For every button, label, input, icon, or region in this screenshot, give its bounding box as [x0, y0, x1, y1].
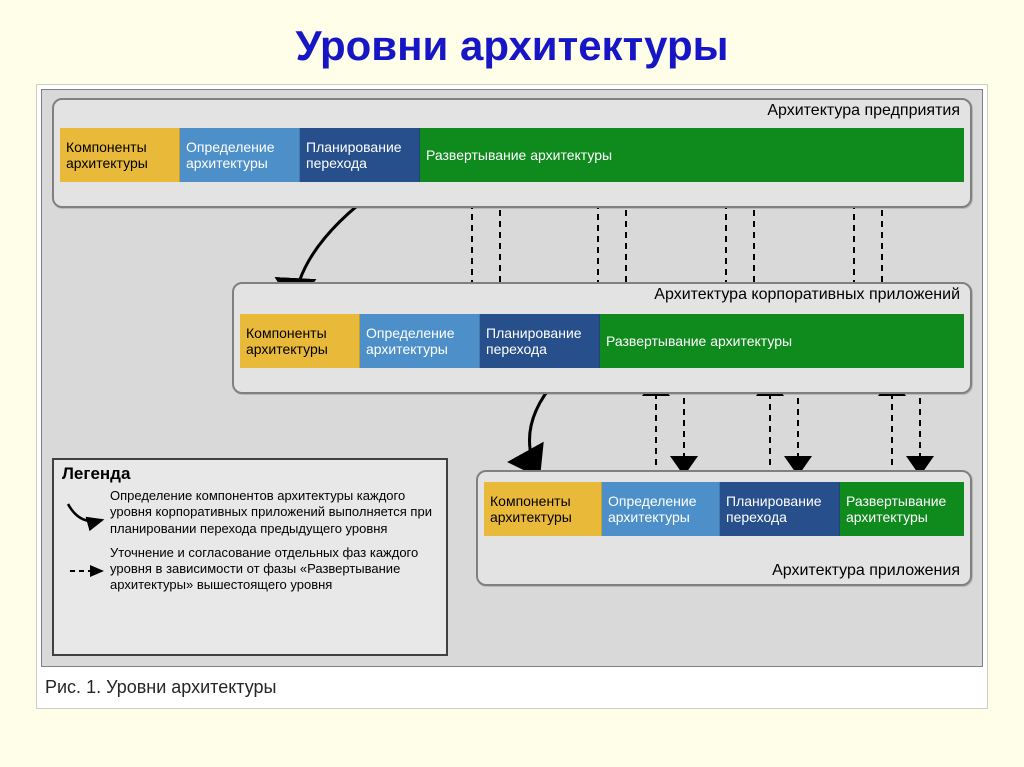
segment-plan: Планирование перехода	[480, 314, 600, 368]
segment-def: Определение архитектуры	[602, 482, 720, 536]
level-label-l1: Архитектура предприятия	[767, 102, 960, 120]
legend-text: Определение компонентов архитектуры кажд…	[110, 488, 438, 537]
segment-def: Определение архитектуры	[360, 314, 480, 368]
segment-plan: Планирование перехода	[720, 482, 840, 536]
figure-caption: Рис. 1. Уровни архитектуры	[41, 667, 983, 704]
level-label-l2: Архитектура корпоративных приложений	[654, 286, 960, 304]
segment-comp: Компоненты архитектуры	[60, 128, 180, 182]
legend-text: Уточнение и согласование отдельных фаз к…	[110, 545, 438, 594]
legend-row: Уточнение и согласование отдельных фаз к…	[54, 543, 446, 600]
solid-curve-icon	[60, 488, 110, 532]
figure-canvas: Архитектура предприятия Компоненты архите…	[41, 89, 983, 667]
segment-deploy: Развертывание архитектуры	[420, 128, 964, 182]
segment-plan: Планирование перехода	[300, 128, 420, 182]
figure-frame: Архитектура предприятия Компоненты архите…	[36, 84, 988, 709]
bar-l2: Компоненты архитектурыОпределение архите…	[240, 314, 964, 368]
dashed-updown-icon	[60, 545, 110, 589]
segment-def: Определение архитектуры	[180, 128, 300, 182]
legend-box: ЛегендаОпределение компонентов архитекту…	[52, 458, 448, 656]
level-label-l3: Архитектура приложения	[772, 562, 960, 580]
legend-row: Определение компонентов архитектуры кажд…	[54, 486, 446, 543]
segment-comp: Компоненты архитектуры	[240, 314, 360, 368]
segment-deploy: Развертывание архитектуры	[600, 314, 964, 368]
page-title: Уровни архитектуры	[0, 0, 1024, 84]
legend-title: Легенда	[54, 460, 446, 486]
segment-comp: Компоненты архитектуры	[484, 482, 602, 536]
segment-deploy: Развертывание архитектуры	[840, 482, 964, 536]
bar-l1: Компоненты архитектурыОпределение архите…	[60, 128, 964, 182]
bar-l3: Компоненты архитектурыОпределение архите…	[484, 482, 964, 536]
